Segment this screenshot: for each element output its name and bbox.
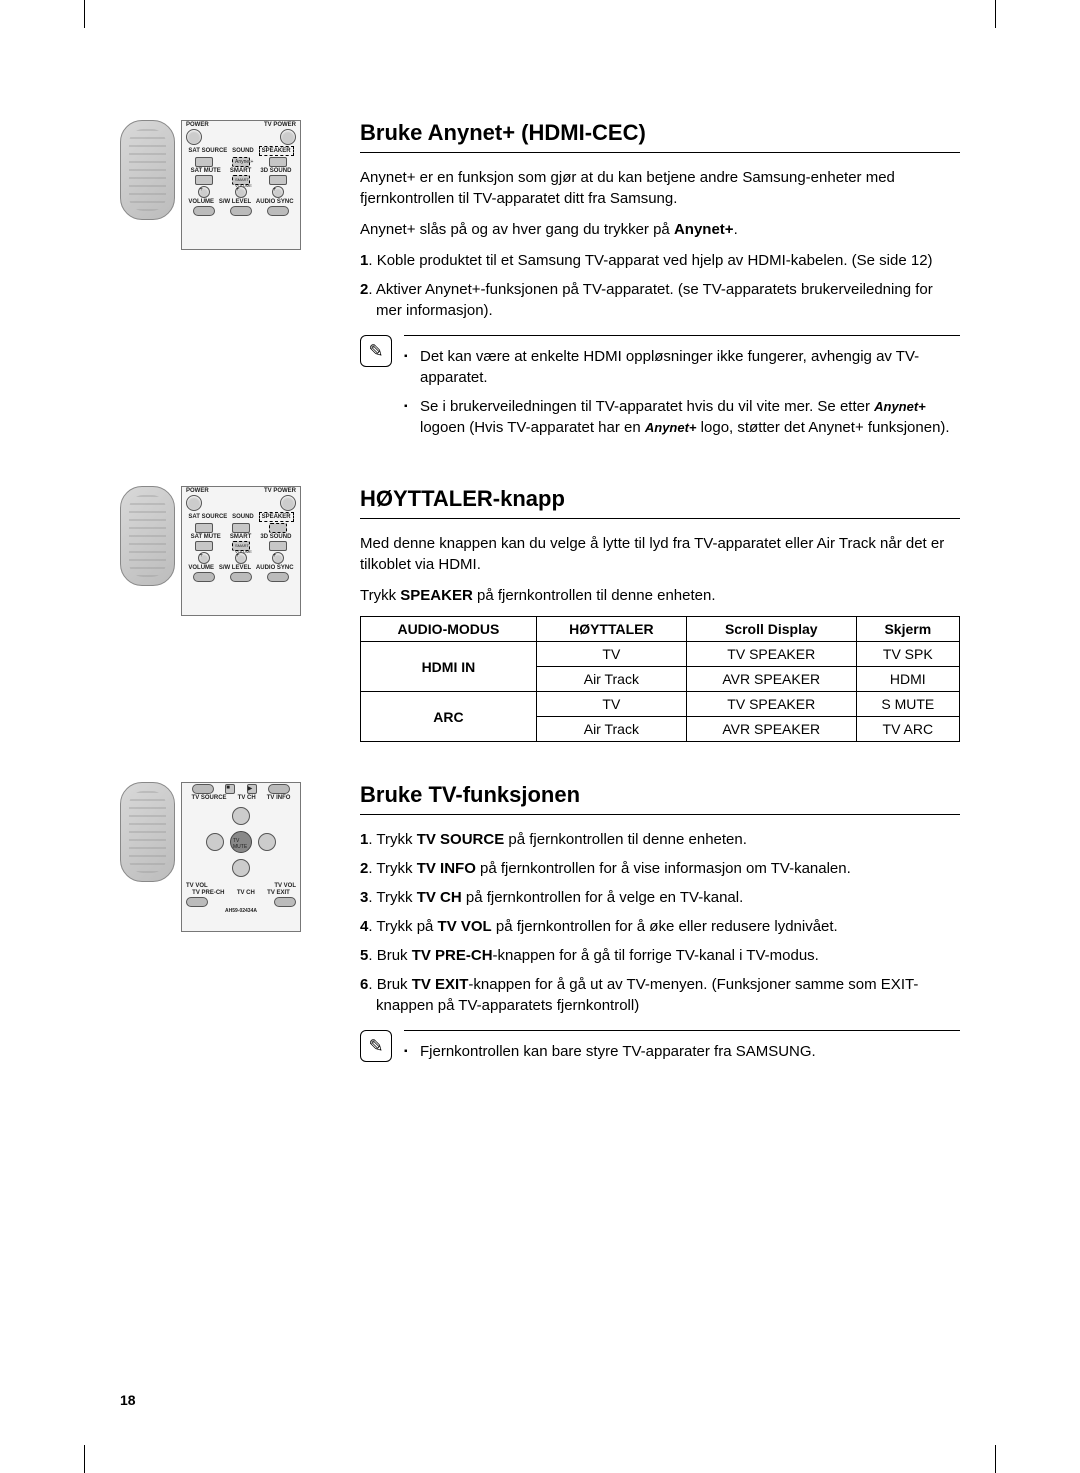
list-item: 5. Bruk TV PRE-CH-knappen for å gå til f… xyxy=(360,945,960,966)
label-tvvol-r: TV VOL xyxy=(274,883,296,889)
table-cell: HDMI xyxy=(856,667,959,692)
table-cell: AVR SPEAKER xyxy=(686,717,856,742)
step1-text: Koble produktet til et Samsung TV-appara… xyxy=(377,252,933,269)
table-cell: TV xyxy=(536,642,686,667)
label-sound: SOUND xyxy=(232,148,254,154)
tv-notes: ✎ Fjernkontrollen kan bare styre TV-appa… xyxy=(360,1030,960,1070)
label-speaker: SPEAKER xyxy=(259,146,294,156)
crop-mark-icon xyxy=(995,0,996,28)
label-satmute: SAT MUTE xyxy=(191,168,221,174)
anynet-button-highlight: Anynet+ xyxy=(232,157,250,167)
heading-tv: Bruke TV-funksjonen xyxy=(360,782,960,815)
remote-thumb-icon xyxy=(120,782,175,882)
audio-mode-table: AUDIO-MODUS HØYTTALER Scroll Display Skj… xyxy=(360,616,960,742)
dpad-icon: TV MUTE xyxy=(206,807,276,877)
tvmute-button: TV MUTE xyxy=(230,831,252,853)
remote-zoom-panel-3: ■▶ TV SOURCETV CHTV INFO TV MUTE TV VOLT… xyxy=(181,782,301,932)
crop-mark-icon xyxy=(995,1445,996,1473)
label-swlevel: S/W LEVEL xyxy=(219,199,251,205)
label-tvprech: TV PRE-CH xyxy=(192,890,224,896)
crop-mark-icon xyxy=(84,1445,85,1473)
label-tvch: TV CH xyxy=(238,795,256,801)
table-cell: S MUTE xyxy=(856,692,959,717)
speaker-label-highlight: SPEAKER xyxy=(259,512,294,522)
label-tvinfo: TV INFO xyxy=(267,795,291,801)
remote-illustration-2: POWERTV POWER SAT SOURCESOUNDSPEAKER SAT… xyxy=(120,486,360,742)
tv-steps: 1. Trykk TV SOURCE på fjernkontrollen ti… xyxy=(360,829,960,1016)
heading-speaker: HØYTTALER-knapp xyxy=(360,486,960,519)
th-audio-modus: AUDIO-MODUS xyxy=(361,617,537,642)
remote-thumb-icon xyxy=(120,120,175,220)
note2-text: Se i brukerveiledningen til TV-apparatet… xyxy=(404,396,960,438)
remote-zoom-panel: POWER TV POWER SAT SOURCE SOUND SPEAKER Any… xyxy=(181,120,301,250)
list-item: 4. Trykk på TV VOL på fjernkontrollen fo… xyxy=(360,916,960,937)
section-tv: ■▶ TV SOURCETV CHTV INFO TV MUTE TV VOLT… xyxy=(120,782,960,1070)
table-cell: AVR SPEAKER xyxy=(686,667,856,692)
speaker-button-highlight xyxy=(269,523,287,533)
table-cell: TV xyxy=(536,692,686,717)
note-icon: ✎ xyxy=(360,335,392,367)
page-number: 18 xyxy=(120,1392,136,1408)
remote-thumb-icon xyxy=(120,486,175,586)
note-icon: ✎ xyxy=(360,1030,392,1062)
td-arc: ARC xyxy=(361,692,537,742)
label-smart: SMART xyxy=(230,168,251,174)
tv-note-text: Fjernkontrollen kan bare styre TV-appara… xyxy=(404,1041,960,1062)
label-brand: AH59-02434A xyxy=(225,908,257,914)
step2-text: Aktiver Anynet+-funksjonen på TV-apparat… xyxy=(376,281,933,319)
label-3dsound: 3D SOUND xyxy=(260,168,291,174)
table-cell: Air Track xyxy=(536,667,686,692)
label-volume: VOLUME xyxy=(188,199,214,205)
table-cell: TV ARC xyxy=(856,717,959,742)
th-skjerm: Skjerm xyxy=(856,617,959,642)
list-item: 2. Trykk TV INFO på fjernkontrollen for … xyxy=(360,858,960,879)
remote-zoom-panel-2: POWERTV POWER SAT SOURCESOUNDSPEAKER SAT… xyxy=(181,486,301,616)
anynet-steps: 1. Koble produktet til et Samsung TV-app… xyxy=(360,250,960,321)
label-satsource: SAT SOURCE xyxy=(188,148,227,154)
table-cell: Air Track xyxy=(536,717,686,742)
list-item: 6. Bruk TV EXIT-knappen for å gå ut av T… xyxy=(360,974,960,1016)
label-tvexit: TV EXIT xyxy=(267,890,290,896)
section-anynet: POWER TV POWER SAT SOURCE SOUND SPEAKER Any… xyxy=(120,120,960,446)
page-content: POWER TV POWER SAT SOURCE SOUND SPEAKER Any… xyxy=(120,120,960,1110)
speaker-desc: Med denne knappen kan du velge å lytte t… xyxy=(360,533,960,575)
table-cell: TV SPK xyxy=(856,642,959,667)
anynet-toggle: Anynet+ slås på og av hver gang du trykk… xyxy=(360,219,960,240)
td-hdmi-in: HDMI IN xyxy=(361,642,537,692)
remote-illustration-3: ■▶ TV SOURCETV CHTV INFO TV MUTE TV VOLT… xyxy=(120,782,360,1070)
crop-mark-icon xyxy=(84,0,85,28)
th-scroll: Scroll Display xyxy=(686,617,856,642)
label-power: POWER xyxy=(186,122,209,128)
list-item: 3. Trykk TV CH på fjernkontrollen for å … xyxy=(360,887,960,908)
label-tvsource: TV SOURCE xyxy=(192,795,227,801)
label-tvpower: TV POWER xyxy=(264,122,296,128)
th-hoyttaler: HØYTTALER xyxy=(536,617,686,642)
anynet-desc: Anynet+ er en funksjon som gjør at du ka… xyxy=(360,167,960,209)
label-tvvol-l: TV VOL xyxy=(186,883,208,889)
anynet-notes: ✎ Det kan være at enkelte HDMI oppløsnin… xyxy=(360,335,960,446)
heading-anynet: Bruke Anynet+ (HDMI-CEC) xyxy=(360,120,960,153)
table-cell: TV SPEAKER xyxy=(686,692,856,717)
table-cell: TV SPEAKER xyxy=(686,642,856,667)
list-item: 1. Trykk TV SOURCE på fjernkontrollen ti… xyxy=(360,829,960,850)
remote-illustration-1: POWER TV POWER SAT SOURCE SOUND SPEAKER Any… xyxy=(120,120,360,446)
note1-text: Det kan være at enkelte HDMI oppløsninge… xyxy=(404,346,960,388)
label-audiosync: AUDIO SYNC xyxy=(256,199,294,205)
speaker-instr: Trykk SPEAKER på fjernkontrollen til den… xyxy=(360,585,960,606)
section-speaker: POWERTV POWER SAT SOURCESOUNDSPEAKER SAT… xyxy=(120,486,960,742)
